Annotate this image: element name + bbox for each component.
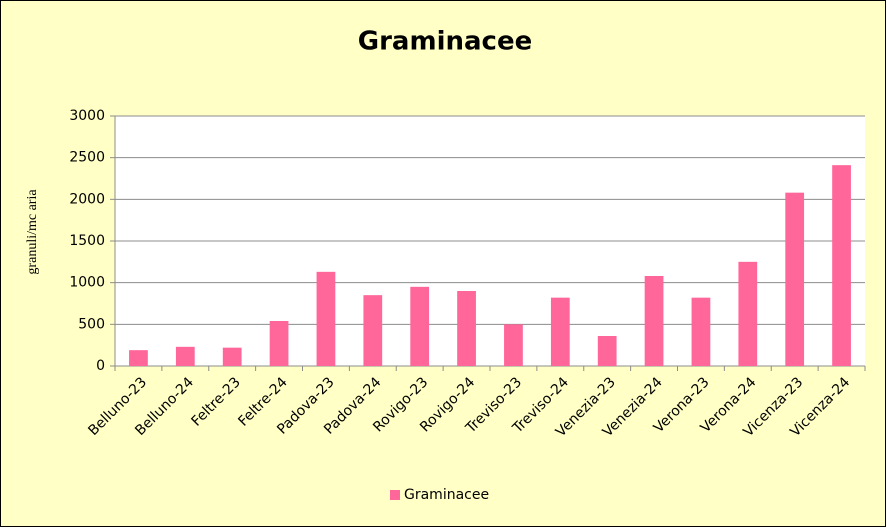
chart-title: Graminacee <box>358 27 532 57</box>
y-tick-label: 1000 <box>69 275 105 291</box>
bar <box>363 295 383 366</box>
y-tick-label: 0 <box>96 358 105 374</box>
y-tick-label: 1500 <box>69 233 105 249</box>
bar <box>222 347 242 366</box>
bar <box>691 297 711 366</box>
y-tick-label: 2500 <box>69 150 105 166</box>
y-axis-label: granuli/mc aria <box>25 189 40 275</box>
bar <box>175 346 195 366</box>
y-tick-label: 2000 <box>69 191 105 207</box>
bar <box>129 350 148 366</box>
bar <box>550 297 570 366</box>
y-tick-label: 500 <box>78 316 105 332</box>
bar <box>738 261 758 366</box>
y-tick-label: 3000 <box>69 108 105 124</box>
legend-swatch <box>390 490 400 500</box>
bar <box>410 286 430 366</box>
bar <box>832 165 851 366</box>
bar <box>457 291 476 366</box>
bar <box>504 324 523 366</box>
bar <box>269 321 289 366</box>
legend-label: Graminacee <box>404 487 489 503</box>
bar <box>316 271 336 366</box>
bar <box>644 276 664 366</box>
bar <box>785 192 805 366</box>
bar <box>597 336 617 366</box>
